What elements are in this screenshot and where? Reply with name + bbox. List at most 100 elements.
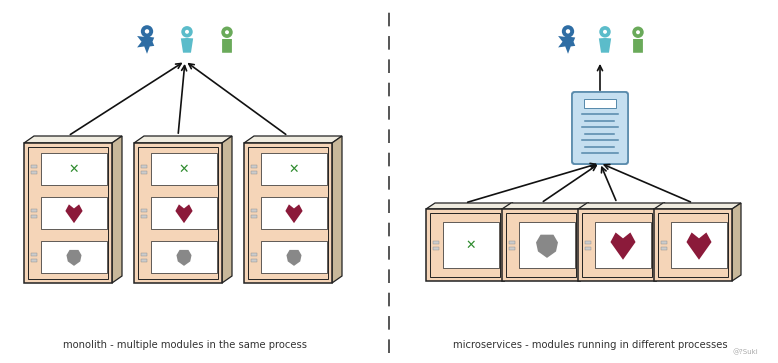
Circle shape — [633, 26, 643, 38]
Text: ✕: ✕ — [179, 163, 189, 175]
Bar — [41, 241, 107, 273]
Polygon shape — [65, 204, 82, 223]
FancyBboxPatch shape — [571, 91, 629, 165]
Circle shape — [185, 30, 189, 34]
Bar — [433, 246, 439, 249]
Bar — [151, 241, 217, 273]
Polygon shape — [177, 250, 191, 266]
Text: monolith - multiple modules in the same process: monolith - multiple modules in the same … — [63, 340, 307, 350]
Bar — [261, 241, 327, 273]
Text: ✕: ✕ — [68, 163, 79, 175]
Circle shape — [603, 30, 607, 34]
Bar — [585, 241, 591, 244]
Bar — [430, 213, 500, 277]
Text: microservices - modules running in different processes: microservices - modules running in diffe… — [453, 340, 727, 350]
Circle shape — [599, 26, 611, 37]
Polygon shape — [558, 30, 575, 54]
Bar — [41, 197, 107, 229]
Polygon shape — [504, 203, 513, 281]
Polygon shape — [580, 203, 589, 281]
Circle shape — [181, 26, 193, 37]
Bar — [151, 197, 217, 229]
FancyBboxPatch shape — [633, 39, 643, 53]
Polygon shape — [732, 203, 741, 281]
Circle shape — [562, 25, 574, 37]
Polygon shape — [332, 136, 342, 283]
Bar — [141, 208, 147, 212]
Bar — [251, 208, 257, 212]
Circle shape — [566, 29, 570, 33]
Polygon shape — [599, 38, 612, 53]
Polygon shape — [134, 136, 232, 143]
Circle shape — [145, 29, 149, 33]
Polygon shape — [222, 136, 232, 283]
Bar — [28, 147, 108, 279]
Polygon shape — [502, 203, 589, 209]
Polygon shape — [137, 30, 154, 54]
Bar — [261, 197, 327, 229]
Bar — [141, 171, 147, 174]
Circle shape — [141, 25, 153, 37]
Polygon shape — [426, 203, 513, 209]
Bar — [41, 153, 107, 185]
Bar — [251, 258, 257, 261]
Bar — [141, 253, 147, 256]
Bar — [31, 208, 37, 212]
Bar — [31, 253, 37, 256]
Text: @?Suki: @?Suki — [732, 348, 758, 355]
Bar — [585, 246, 591, 249]
Bar — [138, 147, 218, 279]
Text: ✕: ✕ — [466, 238, 476, 252]
Bar — [502, 209, 580, 281]
FancyBboxPatch shape — [572, 92, 628, 164]
Bar — [578, 209, 656, 281]
Bar — [261, 153, 327, 185]
Bar — [248, 147, 328, 279]
Polygon shape — [611, 232, 636, 260]
Bar — [134, 143, 222, 283]
Bar — [506, 213, 576, 277]
Polygon shape — [24, 136, 122, 143]
Bar — [141, 215, 147, 217]
Bar — [31, 171, 37, 174]
Bar — [433, 241, 439, 244]
Bar — [661, 241, 667, 244]
Bar — [31, 258, 37, 261]
Polygon shape — [656, 203, 665, 281]
Bar — [584, 99, 616, 108]
Polygon shape — [66, 250, 82, 266]
Bar — [509, 241, 515, 244]
Bar — [658, 213, 728, 277]
Polygon shape — [536, 234, 558, 258]
Polygon shape — [286, 204, 303, 223]
Polygon shape — [686, 232, 712, 260]
Bar — [595, 222, 651, 268]
Bar — [244, 143, 332, 283]
Polygon shape — [112, 136, 122, 283]
Polygon shape — [578, 203, 665, 209]
Circle shape — [636, 30, 640, 34]
Bar — [31, 164, 37, 167]
Bar — [141, 258, 147, 261]
Polygon shape — [286, 250, 302, 266]
Polygon shape — [180, 38, 193, 53]
Bar — [251, 215, 257, 217]
Bar — [31, 215, 37, 217]
Circle shape — [225, 30, 229, 34]
Bar — [151, 153, 217, 185]
Text: ✕: ✕ — [289, 163, 300, 175]
Circle shape — [221, 26, 233, 38]
Polygon shape — [175, 204, 193, 223]
Bar — [519, 222, 575, 268]
Bar — [426, 209, 504, 281]
Bar — [443, 222, 499, 268]
Bar — [582, 213, 652, 277]
Polygon shape — [244, 136, 342, 143]
Bar — [509, 246, 515, 249]
Bar — [654, 209, 732, 281]
Bar — [24, 143, 112, 283]
Bar — [251, 171, 257, 174]
Bar — [141, 164, 147, 167]
Polygon shape — [654, 203, 741, 209]
Bar — [251, 253, 257, 256]
